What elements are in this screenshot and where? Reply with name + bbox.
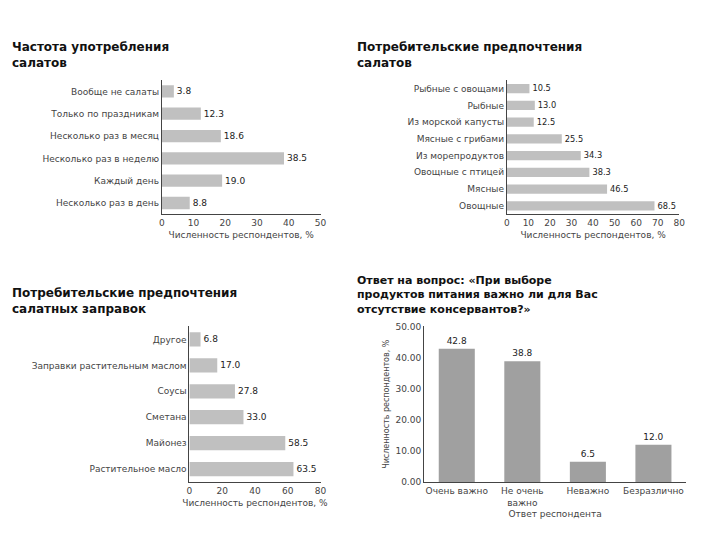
svg-text:20.00: 20.00 [395, 415, 421, 425]
svg-text:30: 30 [566, 218, 578, 228]
svg-text:18.6: 18.6 [224, 131, 244, 141]
svg-text:12.5: 12.5 [537, 117, 555, 127]
svg-text:50: 50 [609, 218, 621, 228]
svg-text:19.0: 19.0 [225, 176, 245, 186]
svg-text:Майонез: Майонез [146, 438, 187, 448]
svg-text:Численность респондентов, %: Численность респондентов, % [382, 339, 391, 469]
svg-text:30: 30 [251, 218, 263, 228]
svg-text:17.0: 17.0 [220, 360, 240, 370]
svg-text:33.0: 33.0 [246, 412, 266, 422]
svg-text:Безразлично: Безразлично [623, 486, 684, 496]
svg-text:0: 0 [504, 218, 510, 228]
svg-text:38.3: 38.3 [592, 167, 610, 177]
svg-text:0: 0 [159, 218, 165, 228]
svg-text:Потребительские предпочтенияса: Потребительские предпочтениясалатных зап… [12, 286, 237, 316]
svg-text:20: 20 [544, 218, 556, 228]
svg-text:Овощные с птицей: Овощные с птицей [414, 167, 504, 177]
svg-text:Растительное масло: Растительное масло [89, 464, 187, 474]
svg-text:40: 40 [249, 486, 261, 496]
svg-text:25.5: 25.5 [565, 134, 583, 144]
svg-text:Очень важно: Очень важно [426, 486, 489, 496]
svg-text:12.3: 12.3 [204, 109, 224, 119]
svg-text:63.5: 63.5 [296, 464, 316, 474]
svg-text:Потребительские предпочтенияса: Потребительские предпочтениясалатов [357, 40, 582, 70]
svg-text:40: 40 [587, 218, 599, 228]
svg-text:38.8: 38.8 [512, 348, 532, 358]
svg-text:Мясные с грибами: Мясные с грибами [417, 134, 504, 144]
svg-text:68.5: 68.5 [658, 201, 676, 211]
svg-text:27.8: 27.8 [238, 386, 258, 396]
svg-text:Вообще не салаты: Вообще не салаты [71, 87, 159, 97]
svg-text:60: 60 [282, 486, 294, 496]
svg-text:Частота употреблениясалатов: Частота употреблениясалатов [12, 40, 169, 70]
svg-text:38.5: 38.5 [287, 153, 307, 163]
svg-text:50.00: 50.00 [395, 322, 421, 332]
svg-text:80: 80 [315, 486, 327, 496]
svg-text:10: 10 [188, 218, 200, 228]
svg-text:20: 20 [216, 486, 228, 496]
svg-text:50: 50 [315, 218, 327, 228]
svg-text:Численность респондентов, %: Численность респондентов, % [182, 498, 328, 508]
svg-text:3.8: 3.8 [177, 86, 192, 96]
svg-text:58.5: 58.5 [288, 438, 308, 448]
svg-text:Рыбные с овощами: Рыбные с овощами [414, 84, 504, 94]
svg-text:Только по праздникам: Только по праздникам [50, 109, 159, 119]
svg-text:Другое: Другое [153, 335, 187, 345]
svg-text:46.5: 46.5 [610, 184, 628, 194]
svg-text:Мясные: Мясные [467, 184, 504, 194]
svg-text:Ответ на вопрос: «При выборепр: Ответ на вопрос: «При выборепродуктов пи… [357, 274, 598, 316]
svg-text:Несколько раз в неделю: Несколько раз в неделю [42, 154, 159, 164]
svg-text:0.00: 0.00 [401, 477, 421, 487]
svg-text:70: 70 [652, 218, 664, 228]
svg-text:Ответ респондента: Ответ респондента [509, 509, 602, 519]
svg-text:13.0: 13.0 [538, 100, 556, 110]
svg-text:42.8: 42.8 [447, 336, 467, 346]
svg-text:6.8: 6.8 [204, 334, 219, 344]
svg-text:10: 10 [523, 218, 535, 228]
svg-text:40: 40 [283, 218, 295, 228]
svg-text:Каждый день: Каждый день [94, 176, 159, 186]
svg-text:80: 80 [674, 218, 686, 228]
svg-text:12.0: 12.0 [643, 432, 663, 442]
svg-text:Сметана: Сметана [146, 412, 187, 422]
svg-text:Неважно: Неважно [567, 486, 610, 496]
svg-text:Несколько раз в день: Несколько раз в день [56, 198, 159, 208]
svg-text:Овощные: Овощные [459, 201, 504, 211]
svg-text:6.5: 6.5 [581, 449, 595, 459]
svg-text:Из морской капусты: Из морской капусты [408, 117, 504, 127]
svg-text:Несколько раз в месяц: Несколько раз в месяц [50, 131, 159, 141]
svg-text:20: 20 [220, 218, 232, 228]
svg-text:Не оченьважно: Не оченьважно [501, 486, 544, 508]
svg-text:30.00: 30.00 [395, 384, 421, 394]
svg-text:Численность респондентов, %: Численность респондентов, % [168, 230, 314, 240]
svg-text:40.00: 40.00 [395, 353, 421, 363]
svg-text:10.00: 10.00 [395, 446, 421, 456]
svg-text:0: 0 [187, 486, 193, 496]
svg-text:8.8: 8.8 [193, 198, 208, 208]
svg-text:Численность респондентов, %: Численность респондентов, % [520, 230, 666, 240]
svg-text:Из морепродуктов: Из морепродуктов [416, 151, 504, 161]
svg-text:Заправки растительным маслом: Заправки растительным маслом [32, 361, 187, 371]
svg-text:Соусы: Соусы [157, 386, 186, 396]
svg-text:10.5: 10.5 [532, 83, 550, 93]
svg-text:Рыбные: Рыбные [467, 101, 504, 111]
svg-text:60: 60 [630, 218, 642, 228]
svg-text:34.3: 34.3 [584, 150, 602, 160]
